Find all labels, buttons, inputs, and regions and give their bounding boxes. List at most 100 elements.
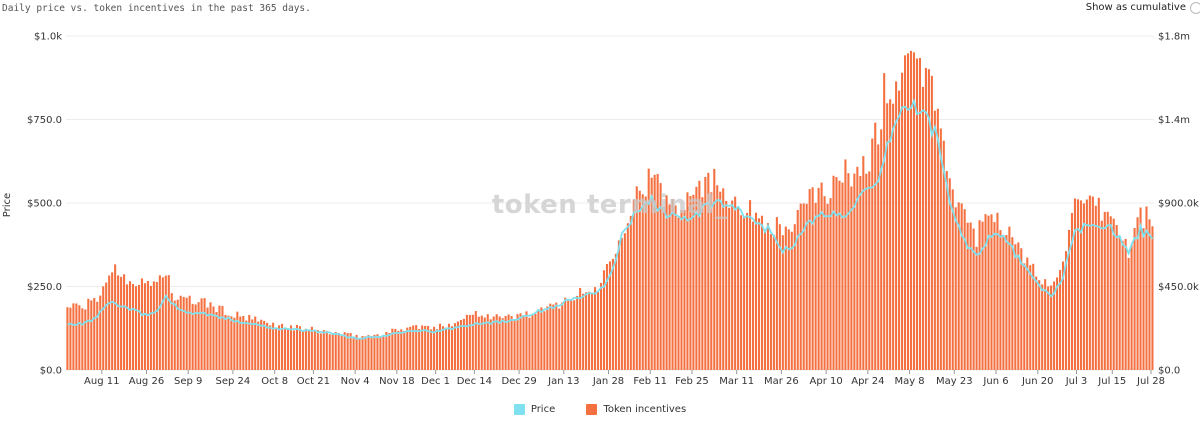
token-incentives-bar (957, 202, 960, 370)
x-tick-label: Dec 1 (421, 376, 450, 387)
x-tick-label: Feb 25 (675, 376, 709, 387)
token-incentives-bar (200, 298, 203, 370)
token-incentives-bar (1088, 195, 1091, 370)
token-incentives-bar (611, 258, 614, 370)
token-incentives-bar (1064, 251, 1068, 370)
token-incentives-bar (1020, 248, 1023, 370)
legend-item-token-incentives[interactable]: Token incentives (586, 404, 686, 415)
token-incentives-bar (1094, 205, 1097, 370)
token-incentives-bar (811, 187, 814, 370)
token-incentives-bar (865, 173, 868, 370)
token-incentives-bar (1136, 217, 1139, 370)
token-incentives-bar (999, 230, 1002, 370)
token-incentives-bar (847, 173, 850, 370)
token-incentives-bar (218, 305, 221, 370)
token-incentives-bar (722, 188, 725, 370)
token-incentives-bar (1139, 207, 1142, 370)
token-incentives-bar (543, 311, 546, 370)
token-incentives-bar (766, 223, 769, 370)
y-left-tick-label: $250.0 (27, 282, 62, 293)
legend-item-price[interactable]: Price (513, 404, 555, 415)
token-incentives-bar (802, 203, 805, 370)
token-incentives-bar (692, 194, 695, 370)
token-incentives-bar (859, 176, 862, 370)
token-incentives-bar (236, 311, 239, 370)
token-incentives-bar (889, 99, 892, 370)
token-incentives-bar (1127, 257, 1130, 370)
token-incentives-bar (191, 303, 194, 370)
token-incentives-bar (292, 330, 296, 370)
token-incentives-bar (358, 338, 361, 370)
price-line (67, 98, 1154, 340)
token-incentives-bar (120, 276, 123, 370)
token-incentives-bar (605, 263, 609, 370)
token-incentives-bar (975, 246, 978, 370)
cumulative-toggle[interactable]: Show as cumulative (1086, 2, 1186, 13)
token-incentives-bar (409, 326, 412, 370)
token-incentives-bar (680, 210, 683, 370)
token-incentives-bar (924, 67, 927, 370)
token-incentives-bar (808, 189, 811, 370)
token-incentives-bar (498, 316, 501, 370)
token-incentives-bar (415, 325, 418, 370)
token-incentives-bar (689, 196, 692, 370)
token-incentives-bar (519, 313, 522, 370)
token-incentives-bar (790, 231, 793, 370)
token-incentives-bar (1050, 285, 1053, 370)
token-incentives-bar (901, 72, 904, 371)
token-incentives-bar (436, 329, 439, 370)
token-incentives-bar (424, 325, 427, 370)
token-incentives-bar (289, 325, 293, 370)
token-incentives-bar (385, 332, 388, 370)
token-incentives-bar (832, 175, 835, 370)
y-right-tick-label: $900.0k (1158, 199, 1199, 210)
token-incentives-bar (123, 274, 126, 370)
token-incentives-bar (176, 299, 179, 370)
token-incentives-bar (558, 308, 561, 370)
y-right-tick-label: $1.8m (1158, 32, 1190, 43)
token-incentives-bar (477, 316, 480, 370)
legend-swatch-token-incentives (586, 404, 598, 415)
token-incentives-bar (1133, 228, 1136, 370)
token-incentives-bar (260, 319, 263, 370)
token-incentives-bar (263, 320, 266, 370)
x-tick-label: Dec 29 (501, 376, 536, 387)
token-incentives-bar (185, 297, 188, 370)
token-incentives-bar (945, 171, 948, 370)
token-incentives-bar (1130, 244, 1133, 370)
token-incentives-bar (126, 284, 129, 370)
x-tick-label: Jul 3 (1065, 376, 1088, 387)
token-incentives-bar (915, 58, 919, 371)
token-incentives-bar (388, 332, 391, 370)
token-incentives-bar (582, 293, 585, 370)
token-incentives-bar (233, 317, 236, 370)
token-incentives-bar (1056, 277, 1059, 370)
token-incentives-bar (1082, 203, 1085, 370)
x-tick-label: May 8 (894, 376, 924, 387)
token-incentives-bar (450, 326, 454, 370)
token-incentives-bar (644, 196, 647, 370)
token-incentives-bar (224, 314, 227, 370)
token-incentives-bar (146, 281, 149, 370)
token-incentives-bar (343, 332, 346, 370)
token-incentives-bar (295, 324, 299, 370)
token-incentives-bar (304, 328, 307, 370)
toggle-switch-icon[interactable] (1190, 2, 1200, 14)
token-incentives-bar (412, 325, 415, 370)
token-incentives-bar (990, 214, 993, 370)
token-incentives-bar (516, 314, 519, 370)
token-incentives-bar (933, 110, 936, 370)
token-incentives-bar (179, 295, 182, 370)
token-incentives-bar (951, 189, 954, 370)
token-incentives-bar (561, 302, 564, 370)
token-incentives-bar (361, 336, 364, 370)
token-incentives-bar (114, 264, 117, 370)
y-axis-left-title: Price (2, 193, 13, 217)
token-incentives-bar (254, 316, 257, 370)
token-incentives-bar (1085, 199, 1088, 370)
token-incentives-bar (549, 303, 552, 370)
token-incentives-bar (1032, 263, 1035, 370)
token-incentives-bar (507, 314, 510, 370)
token-incentives-bar (87, 298, 90, 370)
token-incentives-bar (647, 168, 650, 370)
